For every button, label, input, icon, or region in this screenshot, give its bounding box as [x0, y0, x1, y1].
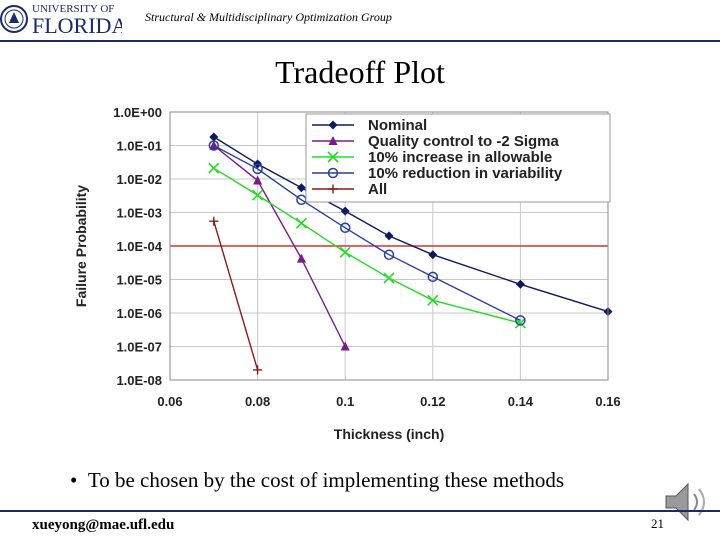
legend-swatch-marker	[328, 136, 338, 145]
legend-box	[305, 113, 611, 203]
data-point	[515, 279, 525, 289]
y-tick-label: 1.0E-02	[116, 172, 162, 187]
legend-label: Nominal	[368, 117, 427, 134]
data-point	[252, 163, 263, 175]
legend-swatch-marker	[328, 120, 338, 130]
x-tick-label: 0.14	[508, 394, 534, 409]
data-point	[515, 315, 526, 326]
data-point	[208, 140, 220, 151]
plot-frame	[169, 111, 609, 381]
footer-email: xueyong@mae.ufl.edu	[32, 517, 175, 533]
series-3	[208, 140, 526, 326]
data-point	[296, 183, 306, 193]
legend-swatch-marker	[328, 184, 338, 194]
legend-label: Quality control to -2 Sigma	[368, 133, 560, 150]
y-tick-label: 1.0E-05	[116, 273, 162, 288]
data-point	[209, 216, 219, 226]
legend-label: 10% increase in allowable	[368, 149, 552, 166]
data-point	[427, 271, 439, 283]
series-line	[213, 144, 346, 347]
data-point	[339, 222, 351, 234]
series-2	[208, 162, 526, 329]
data-point	[253, 365, 263, 375]
bullet-item: • To be chosen by the cost of implementi…	[70, 468, 564, 493]
data-point	[427, 294, 439, 306]
data-point	[252, 189, 264, 201]
data-point	[383, 249, 395, 260]
legend-swatch-marker	[327, 151, 339, 163]
data-point	[514, 317, 526, 329]
tradeoff-chart: 1.0E+00 1.0E-01 1.0E-02 1.0E-03 1.0E-04 1.0E-…	[73, 105, 621, 442]
top-divider	[0, 40, 720, 42]
y-tick-label: 1.0E-03	[116, 206, 162, 221]
data-point	[383, 272, 395, 284]
university-of-florida-logo: UNIVERSITY OF FLORIDA	[0, 3, 122, 38]
y-tick-label: 1.0E-07	[116, 340, 162, 355]
data-point	[296, 253, 306, 263]
x-axis-label: Thickness (inch)	[334, 426, 444, 442]
speaker-icon[interactable]	[656, 476, 716, 528]
x-tick-label: 0.08	[245, 394, 270, 409]
page-number: 21	[651, 516, 664, 531]
group-title: Structural & Multidisciplinary Optimizat…	[145, 10, 392, 24]
ticks: 1.0E+00 1.0E-01 1.0E-02 1.0E-03 1.0E-04 1.0E-…	[113, 105, 620, 409]
series-0	[209, 132, 613, 317]
data-point	[428, 250, 438, 260]
x-tick-label: 0.16	[595, 394, 620, 409]
data-point	[384, 231, 394, 241]
legend-label: All	[368, 181, 387, 198]
series-line	[213, 136, 609, 313]
data-point	[253, 175, 263, 185]
series-1	[209, 140, 350, 351]
y-tick-label: 1.0E-06	[116, 306, 162, 321]
logo-line1: UNIVERSITY OF	[32, 3, 114, 15]
series-4	[209, 216, 263, 375]
legend-swatch-marker	[327, 167, 339, 179]
data-point	[340, 341, 350, 351]
data-point	[340, 206, 350, 216]
legend-label: 10% reduction in variability	[368, 165, 563, 182]
series-group	[208, 132, 613, 375]
slide-title: Tradeoff Plot	[275, 54, 445, 90]
x-tick-label: 0.1	[336, 394, 354, 409]
y-tick-label: 1.0E-01	[116, 139, 162, 154]
data-point	[208, 162, 220, 174]
bullet-text: To be chosen by the cost of implementing…	[87, 468, 565, 492]
series-line	[213, 144, 521, 322]
y-axis-label: Failure Probability	[73, 185, 89, 307]
y-tick-label: 1.0E-04	[116, 239, 162, 254]
logo-line2: FLORIDA	[32, 13, 122, 38]
y-tick-label: 1.0E+00	[113, 105, 162, 120]
data-point	[339, 246, 351, 258]
series-line	[213, 221, 259, 371]
x-tick-label: 0.06	[157, 394, 182, 409]
data-point	[209, 132, 219, 142]
bottom-divider	[0, 510, 720, 512]
bullet-glyph: •	[70, 468, 88, 492]
x-tick-label: 0.12	[420, 394, 445, 409]
data-point	[295, 217, 307, 229]
y-tick-label: 1.0E-08	[116, 373, 162, 388]
